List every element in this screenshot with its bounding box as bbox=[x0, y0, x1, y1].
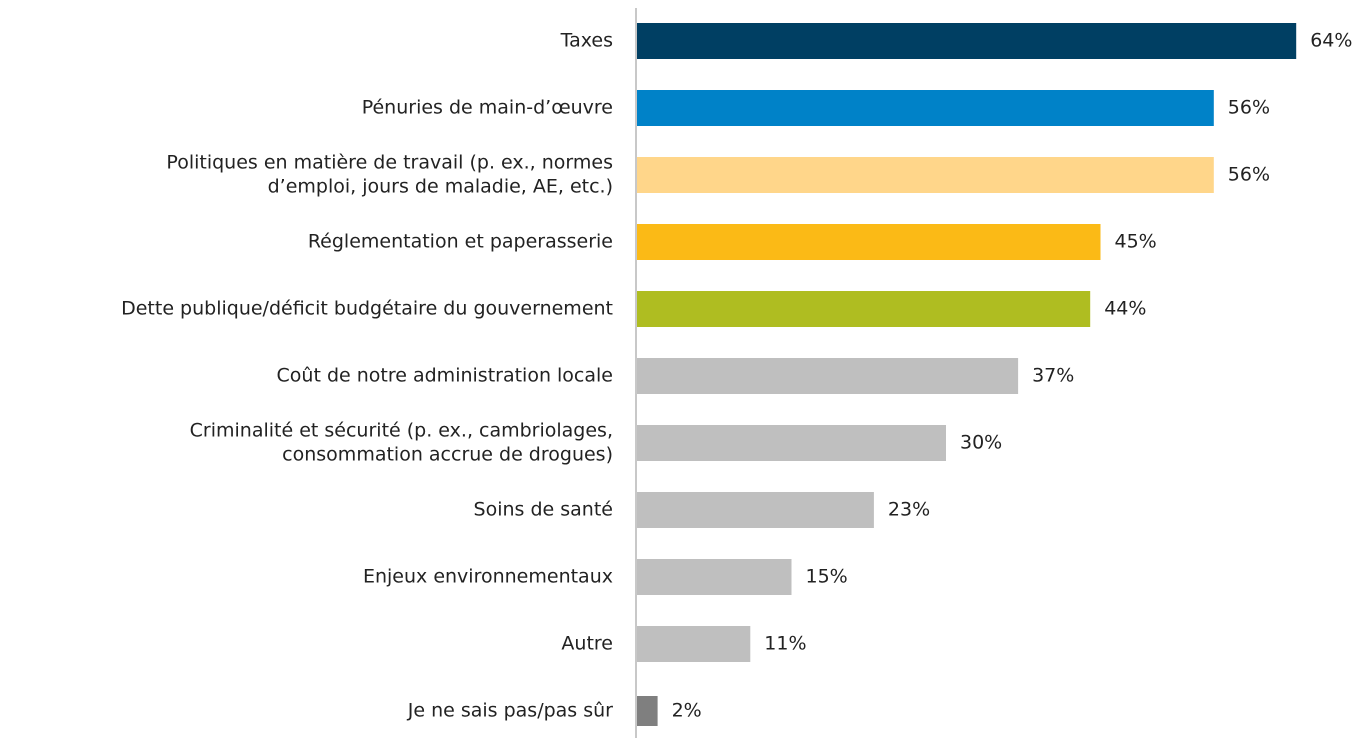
value-label: 56% bbox=[1228, 164, 1270, 186]
value-label: 23% bbox=[888, 499, 930, 521]
value-label: 2% bbox=[672, 700, 702, 722]
value-label: 30% bbox=[960, 432, 1002, 454]
category-label: Réglementation et paperasserie bbox=[308, 231, 613, 253]
category-label: Politiques en matière de travail (p. ex.… bbox=[166, 152, 613, 174]
value-label: 15% bbox=[806, 566, 848, 588]
bar bbox=[637, 224, 1101, 260]
category-label: Autre bbox=[561, 633, 613, 655]
bar bbox=[637, 425, 946, 461]
category-label: Coût de notre administration locale bbox=[277, 365, 613, 387]
category-label: d’emploi, jours de maladie, AE, etc.) bbox=[268, 176, 613, 198]
bar bbox=[637, 626, 751, 662]
bar bbox=[637, 358, 1019, 394]
category-label: Dette publique/déficit budgétaire du gou… bbox=[121, 298, 613, 320]
bar bbox=[637, 492, 874, 528]
bar bbox=[637, 90, 1214, 126]
bar bbox=[637, 291, 1091, 327]
category-label: Enjeux environnementaux bbox=[363, 566, 613, 588]
bar bbox=[637, 157, 1214, 193]
value-label: 64% bbox=[1310, 30, 1352, 52]
category-label: Je ne sais pas/pas sûr bbox=[407, 700, 613, 722]
category-label: Taxes bbox=[560, 30, 613, 52]
value-label: 11% bbox=[764, 633, 806, 655]
category-label: Soins de santé bbox=[474, 499, 613, 521]
bar bbox=[637, 559, 792, 595]
category-label: consommation accrue de drogues) bbox=[282, 444, 613, 466]
value-label: 37% bbox=[1032, 365, 1074, 387]
bar bbox=[637, 696, 658, 726]
bar bbox=[637, 23, 1297, 59]
value-label: 44% bbox=[1104, 298, 1146, 320]
category-label: Pénuries de main-d’œuvre bbox=[362, 97, 613, 119]
value-label: 56% bbox=[1228, 97, 1270, 119]
category-label: Criminalité et sécurité (p. ex., cambrio… bbox=[190, 420, 613, 442]
value-label: 45% bbox=[1115, 231, 1157, 253]
